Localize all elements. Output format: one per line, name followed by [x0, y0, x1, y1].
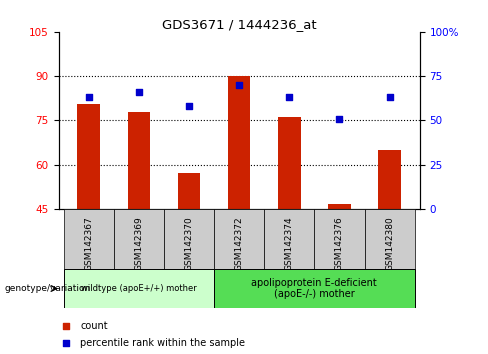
Bar — [114, 209, 164, 269]
Point — [301, 266, 309, 271]
Bar — [365, 209, 415, 269]
Point — [285, 95, 293, 100]
Title: GDS3671 / 1444236_at: GDS3671 / 1444236_at — [162, 18, 316, 31]
Bar — [78, 104, 100, 209]
Text: GSM142367: GSM142367 — [84, 216, 93, 271]
Bar — [63, 269, 214, 308]
Bar — [214, 209, 264, 269]
Bar — [328, 205, 351, 209]
Point — [235, 82, 243, 88]
Text: GSM142376: GSM142376 — [335, 216, 344, 271]
Bar — [378, 150, 401, 209]
Text: GSM142374: GSM142374 — [285, 216, 294, 271]
Text: genotype/variation: genotype/variation — [5, 284, 91, 293]
Bar — [228, 76, 250, 209]
Text: percentile rank within the sample: percentile rank within the sample — [80, 338, 245, 348]
Bar — [314, 209, 365, 269]
Bar — [127, 112, 150, 209]
Point — [336, 116, 344, 121]
Text: GSM142380: GSM142380 — [385, 216, 394, 271]
Point — [301, 105, 309, 110]
Point — [386, 95, 393, 100]
Bar — [178, 173, 200, 209]
Bar — [264, 209, 314, 269]
Bar — [164, 209, 214, 269]
Bar — [214, 269, 415, 308]
Text: GSM142369: GSM142369 — [134, 216, 143, 271]
Point — [185, 103, 193, 109]
Text: GSM142372: GSM142372 — [235, 216, 244, 271]
Point — [85, 95, 93, 100]
Bar — [278, 118, 301, 209]
Text: GSM142370: GSM142370 — [184, 216, 193, 271]
Point — [135, 89, 142, 95]
Bar — [63, 209, 114, 269]
Text: apolipoprotein E-deficient
(apoE-/-) mother: apolipoprotein E-deficient (apoE-/-) mot… — [251, 278, 377, 299]
Text: count: count — [80, 321, 108, 331]
Text: wildtype (apoE+/+) mother: wildtype (apoE+/+) mother — [81, 284, 197, 293]
